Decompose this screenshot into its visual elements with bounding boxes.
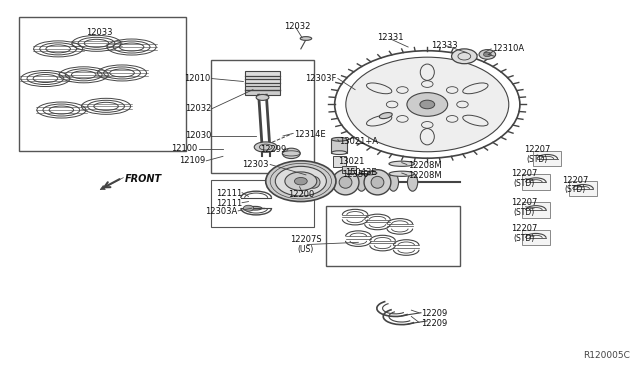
Circle shape (479, 49, 495, 59)
Ellipse shape (388, 173, 399, 191)
Text: 15043E: 15043E (346, 168, 377, 177)
Circle shape (282, 148, 300, 158)
Text: 13021+A: 13021+A (339, 137, 378, 146)
Circle shape (483, 52, 491, 57)
Text: 12207: 12207 (511, 224, 538, 233)
Ellipse shape (371, 176, 384, 188)
Text: 12207: 12207 (563, 176, 589, 185)
Text: 12032: 12032 (284, 22, 311, 31)
Ellipse shape (408, 173, 418, 191)
Text: 12310A: 12310A (492, 44, 525, 53)
Ellipse shape (248, 206, 262, 210)
Text: 12208M: 12208M (408, 161, 442, 170)
Ellipse shape (324, 173, 335, 191)
Bar (326, 206, 461, 266)
Text: 12208M: 12208M (408, 171, 442, 180)
Text: 12010: 12010 (184, 74, 210, 83)
Text: 12331: 12331 (377, 33, 403, 42)
Bar (342, 166, 356, 173)
Text: 12207: 12207 (511, 169, 538, 178)
Bar (244, 71, 280, 86)
Circle shape (266, 161, 336, 202)
Ellipse shape (292, 173, 303, 191)
Circle shape (407, 93, 447, 116)
Circle shape (420, 100, 435, 109)
Circle shape (452, 49, 477, 64)
Circle shape (285, 172, 317, 190)
Text: R120005C: R120005C (583, 351, 630, 360)
Text: 12209: 12209 (421, 319, 447, 328)
Text: 13021: 13021 (338, 157, 364, 166)
Ellipse shape (380, 113, 392, 119)
Text: 12303F: 12303F (305, 74, 337, 83)
Text: 12207S: 12207S (290, 235, 322, 244)
Bar (19, 17, 186, 151)
Text: 12303: 12303 (243, 160, 269, 169)
Bar (244, 86, 280, 95)
Bar (211, 60, 314, 173)
Text: (STD): (STD) (527, 155, 548, 164)
Text: 12209: 12209 (421, 310, 447, 318)
Bar (522, 202, 550, 218)
Bar (522, 174, 550, 190)
Text: (US): (US) (298, 245, 314, 254)
Ellipse shape (364, 170, 391, 195)
Bar (522, 230, 550, 245)
Ellipse shape (332, 170, 359, 195)
Circle shape (346, 57, 509, 152)
Text: (STD): (STD) (514, 208, 535, 217)
Circle shape (243, 205, 253, 211)
Text: 12109: 12109 (179, 156, 205, 165)
Ellipse shape (307, 176, 320, 188)
Text: 12207: 12207 (524, 145, 550, 154)
Ellipse shape (332, 137, 347, 141)
Text: 12033: 12033 (86, 28, 113, 37)
Ellipse shape (254, 142, 277, 152)
Bar (533, 151, 561, 166)
Ellipse shape (389, 171, 415, 176)
Ellipse shape (389, 161, 415, 166)
Text: 12111: 12111 (216, 199, 242, 208)
Text: 12207: 12207 (511, 198, 538, 207)
Ellipse shape (300, 170, 327, 195)
Text: FRONT: FRONT (125, 174, 163, 185)
Bar (333, 155, 346, 167)
Text: 12333: 12333 (431, 41, 458, 50)
Ellipse shape (256, 94, 269, 100)
Text: (STD): (STD) (565, 185, 586, 194)
Text: 12111: 12111 (216, 189, 242, 198)
Ellipse shape (339, 176, 352, 188)
Ellipse shape (300, 37, 312, 40)
Bar (211, 180, 314, 227)
Text: (STD): (STD) (514, 234, 535, 243)
Text: 12303A: 12303A (205, 208, 237, 217)
Text: 12032: 12032 (185, 104, 211, 113)
Text: 12100: 12100 (171, 144, 197, 153)
Bar (569, 181, 597, 196)
Text: 12200: 12200 (288, 190, 314, 199)
Text: 12330: 12330 (342, 170, 369, 179)
Text: 12299: 12299 (260, 145, 287, 154)
Text: 12030: 12030 (185, 131, 211, 141)
Circle shape (275, 166, 326, 196)
Text: 12314E: 12314E (294, 129, 326, 139)
Bar (332, 139, 347, 153)
Circle shape (294, 177, 307, 185)
Ellipse shape (332, 151, 347, 154)
Ellipse shape (356, 173, 367, 191)
Text: (STD): (STD) (514, 179, 535, 187)
